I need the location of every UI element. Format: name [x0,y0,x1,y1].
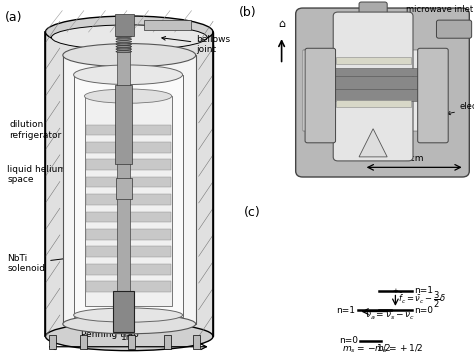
Text: rigid
joint: rigid joint [151,171,198,190]
Ellipse shape [63,314,196,334]
Ellipse shape [116,48,131,50]
Text: quartz
spacer: quartz spacer [358,75,386,94]
Text: NbTi
solenoid: NbTi solenoid [7,254,80,273]
Ellipse shape [73,65,182,85]
Ellipse shape [116,41,131,43]
Text: $m_s=+1/2$: $m_s=+1/2$ [374,343,424,355]
Polygon shape [359,129,387,157]
Text: 3cm: 3cm [404,154,424,163]
Text: +: + [392,288,398,294]
FancyBboxPatch shape [305,48,336,143]
Ellipse shape [116,46,131,48]
Bar [86,159,171,170]
Bar [85,96,173,306]
Bar [86,177,171,188]
Ellipse shape [116,51,131,53]
Text: bellows
joint: bellows joint [162,35,230,54]
Bar [116,178,132,199]
Bar [303,50,326,131]
Bar [328,89,418,100]
Bar [86,125,171,135]
Text: n=1: n=1 [337,306,356,315]
Bar [117,44,130,333]
Ellipse shape [63,44,196,67]
Bar [113,291,134,332]
Bar [86,246,171,257]
FancyBboxPatch shape [437,20,472,38]
FancyBboxPatch shape [296,8,469,177]
Ellipse shape [46,16,213,48]
FancyBboxPatch shape [359,2,387,26]
Text: (b): (b) [239,6,257,19]
Ellipse shape [52,25,207,50]
Text: $\bar{\nu}_a = \nu_s - \bar{\nu}_c$: $\bar{\nu}_a = \nu_s - \bar{\nu}_c$ [365,310,416,322]
Ellipse shape [116,36,131,38]
FancyBboxPatch shape [418,48,448,143]
Bar [86,194,171,205]
Bar [336,57,410,64]
Bar [64,55,196,324]
Text: liquid helium
space: liquid helium space [7,165,80,184]
Ellipse shape [116,43,131,45]
Bar [193,335,200,349]
Ellipse shape [116,38,131,40]
Bar [128,335,135,349]
Bar [328,68,418,77]
Text: dilution
refrigerator: dilution refrigerator [9,120,90,140]
Text: $m_s=-1/2$: $m_s=-1/2$ [343,343,392,355]
Text: Penning trap: Penning trap [82,324,139,339]
Bar [86,264,171,274]
Bar [164,335,171,349]
Bar [49,335,56,349]
Bar [86,229,171,240]
Bar [86,211,171,222]
Bar [86,281,171,292]
Text: nickel
rings: nickel rings [358,52,383,71]
Text: $\bar{f}_c = \bar{\nu}_c - \dfrac{3}{2}\delta$: $\bar{f}_c = \bar{\nu}_c - \dfrac{3}{2}\… [398,289,446,310]
Text: (c): (c) [244,206,261,219]
Ellipse shape [73,308,182,322]
Bar [144,20,191,30]
Bar [74,75,183,317]
Text: ⌂: ⌂ [278,19,285,29]
Text: n=1: n=1 [414,287,433,295]
Text: n=0: n=0 [414,306,433,315]
Text: (a): (a) [5,11,22,24]
Bar [336,100,410,106]
Ellipse shape [46,322,213,351]
Text: n=0: n=0 [339,336,358,345]
Bar [408,50,432,131]
Text: cylindrical
trap cavity: cylindrical trap cavity [358,23,403,49]
Text: 1m: 1m [121,334,135,342]
FancyBboxPatch shape [333,12,413,161]
Bar [115,14,134,36]
Text: electrode: electrode [447,102,474,115]
Bar [328,77,418,89]
Bar [86,142,171,153]
Bar [115,85,132,164]
Bar [46,32,213,336]
Ellipse shape [84,89,172,103]
Bar [80,335,87,349]
Text: microwave inlet: microwave inlet [406,5,473,14]
